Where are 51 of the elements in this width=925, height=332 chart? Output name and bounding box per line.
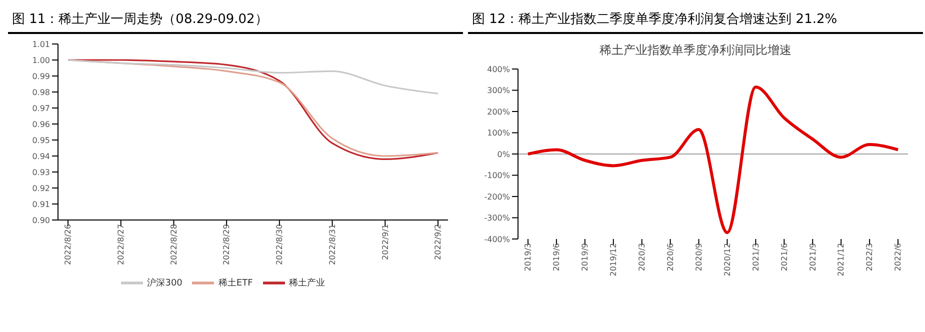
y-tick-label: 0.94 [32, 152, 50, 161]
x-tick-label: 2019/12 [609, 243, 618, 276]
x-tick-label: 2021/3 [751, 243, 760, 272]
y-tick-label: 300% [487, 86, 510, 96]
x-tick-label: 2022/3 [865, 243, 874, 272]
x-tick-label: 2021/12 [836, 243, 846, 276]
y-tick-label: 0.90 [32, 216, 50, 225]
x-tick-label: 2020/12 [722, 243, 732, 276]
y-tick-label: 0.98 [32, 88, 50, 97]
x-tick-label: 2020/9 [694, 243, 704, 272]
x-tick-label: 2021/9 [808, 243, 818, 272]
x-tick-label: 2019/6 [552, 243, 562, 272]
y-tick-label: 0.91 [32, 200, 50, 209]
chart-subtitle: 稀土产业指数单季度净利润同比增速 [598, 42, 792, 59]
x-tick-label: 2022/9/2 [434, 224, 443, 260]
y-tick-label: -100% [484, 171, 510, 180]
x-tick-label: 2019/3 [524, 243, 533, 272]
y-tick-label: 0.93 [32, 168, 50, 177]
line-series [67, 59, 439, 94]
y-tick-label: -400% [484, 234, 510, 244]
y-tick-label: 100% [487, 128, 510, 138]
x-tick-label: 2019/9 [580, 243, 590, 272]
x-tick-label: 2020/3 [638, 243, 647, 272]
y-tick-label: 1.00 [32, 56, 50, 65]
y-tick-label: 200% [487, 107, 510, 116]
y-tick-label: -200% [484, 192, 510, 202]
y-tick-label: 0.95 [32, 136, 50, 145]
y-tick-label: -300% [484, 214, 510, 223]
x-tick-label: 2022/8/27 [116, 224, 126, 266]
x-tick-label: 2022/8/29 [222, 224, 232, 266]
x-tick-label: 2022/8/31 [328, 224, 337, 266]
x-tick-label: 2022/9/1 [380, 224, 390, 260]
y-tick-label: 0% [497, 150, 510, 159]
x-tick-label: 2022/6 [894, 243, 903, 272]
y-tick-label: 0.97 [32, 104, 50, 113]
x-tick-label: 2020/6 [666, 243, 675, 272]
chart-title: 图 11：稀土产业一周走势（08.29-09.02） [8, 8, 463, 34]
chart-title: 图 12：稀土产业指数二季度单季度净利润复合增速达到 21.2% [468, 8, 923, 34]
x-tick-label: 2022/8/26 [64, 224, 73, 266]
y-tick-label: 400% [487, 64, 510, 74]
x-tick-label: 2021/6 [780, 243, 789, 272]
legend-label: 沪深300 [147, 278, 182, 288]
y-tick-label: 0.99 [32, 72, 50, 81]
legend-label: 稀土产业 [288, 278, 325, 288]
x-tick-label: 2022/8/30 [275, 224, 284, 266]
line-series [526, 86, 900, 234]
y-tick-label: 0.96 [32, 120, 50, 129]
x-tick-label: 2022/8/28 [169, 224, 178, 266]
y-tick-label: 1.01 [32, 40, 50, 49]
y-tick-label: 0.92 [32, 184, 50, 193]
legend-label: 稀土ETF [218, 278, 253, 288]
